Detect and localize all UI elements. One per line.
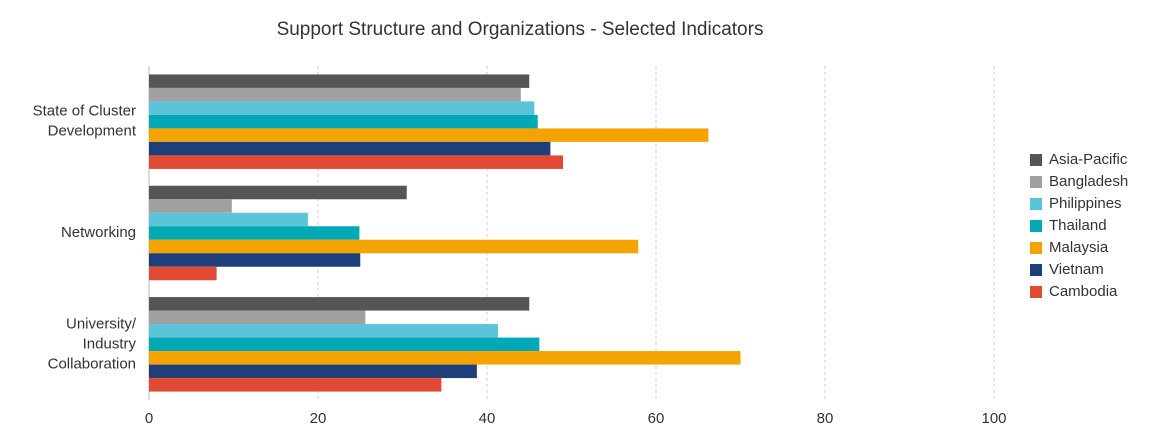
bar: [149, 199, 232, 213]
x-tick-label: 0: [145, 410, 153, 427]
legend-swatch: [1030, 176, 1042, 188]
bar: [149, 87, 521, 102]
legend-swatch: [1030, 286, 1042, 298]
legend-label: Malaysia: [1049, 239, 1109, 256]
bar: [149, 114, 538, 129]
bar: [149, 297, 530, 311]
bar: [149, 266, 217, 281]
bar: [149, 253, 361, 267]
legend-swatch: [1030, 154, 1042, 166]
bar: [149, 324, 498, 338]
x-tick-label: 20: [310, 410, 327, 427]
bar: [149, 212, 308, 227]
x-tick-label: 100: [981, 410, 1006, 427]
bar: [149, 185, 407, 200]
bar: [149, 239, 639, 254]
x-tick-label: 80: [817, 410, 834, 427]
legend-swatch: [1030, 242, 1042, 254]
bar: [149, 128, 709, 142]
bar: [149, 74, 530, 88]
chart-title: Support Structure and Organizations - Se…: [277, 19, 764, 40]
bar: [149, 226, 360, 240]
legend-label: Vietnam: [1049, 261, 1104, 278]
legend-label: Bangladesh: [1049, 173, 1128, 190]
bar: [149, 141, 551, 156]
legend-label: Philippines: [1049, 195, 1122, 212]
y-tick-label: University/Industry Collaboration: [48, 315, 137, 372]
legend-label: Asia-Pacific: [1049, 151, 1128, 168]
legend-swatch: [1030, 220, 1042, 232]
bar: [149, 351, 741, 365]
legend-label: Cambodia: [1049, 283, 1118, 300]
bar: [149, 310, 366, 325]
bar: [149, 364, 477, 379]
bar: [149, 378, 442, 392]
x-tick-label: 60: [648, 410, 665, 427]
bar: [149, 155, 564, 169]
bar: [149, 337, 540, 352]
x-tick-label: 40: [479, 410, 496, 427]
legend-label: Thailand: [1049, 217, 1107, 234]
bar: [149, 101, 535, 115]
y-tick-label: State of Cluster Development: [33, 103, 137, 140]
y-tick-label: Networking: [61, 224, 136, 241]
legend-swatch: [1030, 198, 1042, 210]
legend-swatch: [1030, 264, 1042, 276]
